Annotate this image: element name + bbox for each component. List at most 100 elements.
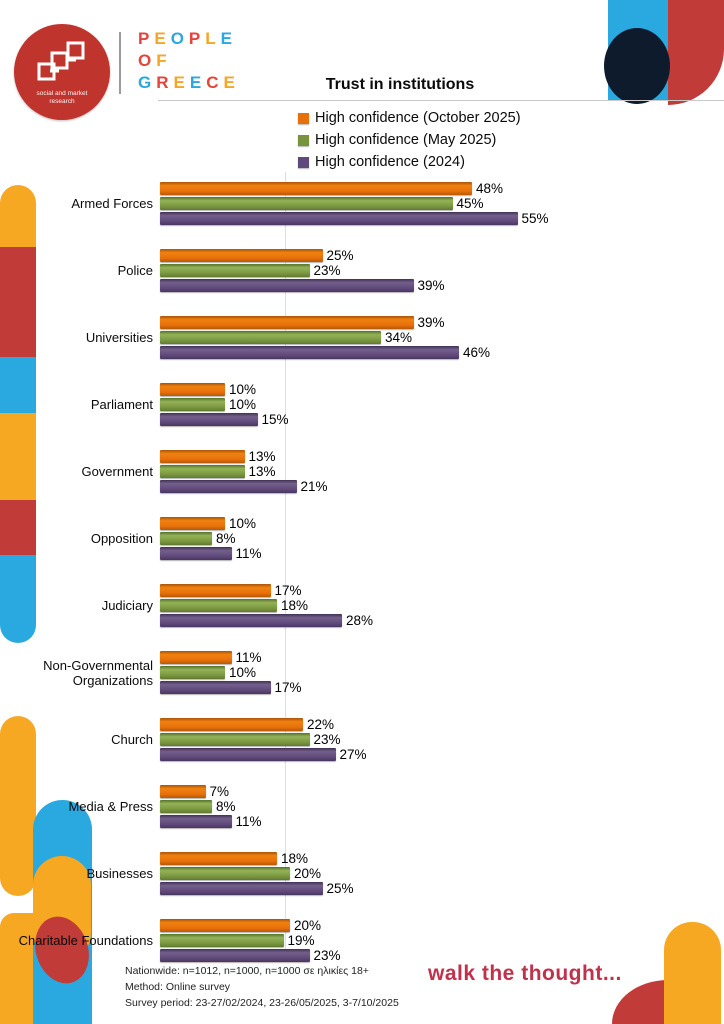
bar-series-0 xyxy=(160,182,472,195)
survey-note-method: Method: Online survey xyxy=(125,981,231,993)
category-label: Police xyxy=(117,263,153,278)
brand-letter: E xyxy=(223,73,237,92)
left-strip-segment xyxy=(0,357,36,413)
bar-series-0 xyxy=(160,383,225,396)
bar-value-label: 28% xyxy=(346,613,374,628)
top-right-red-shape xyxy=(668,0,724,105)
bar-series-0 xyxy=(160,651,232,664)
bar-value-label: 10% xyxy=(229,665,257,680)
survey-note-sample: Nationwide: n=1012, n=1000, n=1000 σε ηλ… xyxy=(125,965,369,977)
bar-series-2 xyxy=(160,212,518,225)
bar-row: 11% xyxy=(160,814,724,829)
bar-row: 20% xyxy=(160,866,724,881)
bar-value-label: 22% xyxy=(307,717,335,732)
bar-row: 39% xyxy=(160,315,724,330)
bar-value-label: 10% xyxy=(229,516,257,531)
bar-value-label: 20% xyxy=(294,918,322,933)
bar-value-label: 13% xyxy=(248,464,276,479)
logo-brand-divider xyxy=(119,32,121,94)
bar-series-2 xyxy=(160,882,323,895)
chart-group: Charitable Foundations 20% 19% 23% xyxy=(0,907,724,974)
bar-value-label: 25% xyxy=(326,248,354,263)
bar-group: 22% 23% 27% xyxy=(160,706,724,773)
bar-value-label: 11% xyxy=(235,546,262,561)
brand-letter: E xyxy=(173,73,187,92)
bar-series-0 xyxy=(160,584,271,597)
bar-series-0 xyxy=(160,249,323,262)
bar-value-label: 17% xyxy=(274,680,302,695)
bar-row: 17% xyxy=(160,583,724,598)
bar-chart: Armed Forces 48% 45% 55% Police 25% 23% 39% Univ… xyxy=(0,170,724,974)
bar-row: 46% xyxy=(160,345,724,360)
bar-row: 27% xyxy=(160,747,724,762)
bar-row: 25% xyxy=(160,248,724,263)
category-label: Businesses xyxy=(86,866,153,881)
bar-series-2 xyxy=(160,815,232,828)
bar-value-label: 39% xyxy=(417,278,445,293)
company-logo: social and market research xyxy=(14,24,110,120)
bar-series-2 xyxy=(160,413,258,426)
bar-series-0 xyxy=(160,450,245,463)
chart-legend: High confidence (October 2025) High confi… xyxy=(298,107,521,173)
bar-row: 17% xyxy=(160,680,724,695)
survey-notes: Nationwide: n=1012, n=1000, n=1000 σε ηλ… xyxy=(125,963,399,1011)
bar-row: 20% xyxy=(160,918,724,933)
bar-row: 11% xyxy=(160,650,724,665)
brand-letter: P xyxy=(138,29,152,48)
category-label: Non-Governmental Organizations xyxy=(43,657,153,688)
legend-swatch xyxy=(298,156,309,168)
category-label: Armed Forces xyxy=(71,196,153,211)
brand-letter: R xyxy=(156,73,171,92)
logo-subtext: social and market research xyxy=(36,90,88,105)
bar-series-0 xyxy=(160,517,225,530)
bar-series-0 xyxy=(160,718,303,731)
bar-series-0 xyxy=(160,785,206,798)
category-label: Parliament xyxy=(90,397,153,412)
brand-letter: E xyxy=(154,29,168,48)
bar-value-label: 10% xyxy=(229,382,257,397)
bar-row: 23% xyxy=(160,263,724,278)
bar-row: 18% xyxy=(160,598,724,613)
legend-item: High confidence (May 2025) xyxy=(298,129,521,151)
bar-row: 10% xyxy=(160,382,724,397)
bar-value-label: 25% xyxy=(326,881,354,896)
bar-value-label: 19% xyxy=(287,933,315,948)
chart-group: Police 25% 23% 39% xyxy=(0,237,724,304)
bar-value-label: 18% xyxy=(281,598,309,613)
bar-value-label: 46% xyxy=(463,345,491,360)
left-decorative-strip xyxy=(0,185,36,643)
bar-value-label: 20% xyxy=(294,866,322,881)
bar-series-2 xyxy=(160,614,342,627)
category-label: Government xyxy=(81,464,153,479)
bar-row: 34% xyxy=(160,330,724,345)
brand-letter: P xyxy=(188,29,203,48)
bar-series-1 xyxy=(160,197,453,210)
bar-row: 13% xyxy=(160,449,724,464)
bar-row: 45% xyxy=(160,196,724,211)
legend-label: High confidence (May 2025) xyxy=(315,132,497,148)
bar-series-1 xyxy=(160,666,225,679)
bar-group: 18% 20% 25% xyxy=(160,840,724,907)
bar-value-label: 7% xyxy=(209,784,230,799)
bar-group: 7% 8% 11% xyxy=(160,773,724,840)
bar-row: 19% xyxy=(160,933,724,948)
bar-series-1 xyxy=(160,934,284,947)
bar-row: 25% xyxy=(160,881,724,896)
bar-row: 10% xyxy=(160,665,724,680)
bar-value-label: 27% xyxy=(339,747,367,762)
logo-glyph xyxy=(37,41,85,81)
category-label: Media & Press xyxy=(68,799,153,814)
bottom-left-orange-strip xyxy=(0,913,33,1024)
bottom-right-orange-pill xyxy=(664,922,721,1024)
bar-value-label: 11% xyxy=(235,650,262,665)
bar-row: 39% xyxy=(160,278,724,293)
legend-swatch xyxy=(298,112,309,124)
bar-value-label: 45% xyxy=(456,196,484,211)
chart-group: Government 13% 13% 21% xyxy=(0,438,724,505)
bar-series-0 xyxy=(160,316,414,329)
bar-value-label: 17% xyxy=(274,583,302,598)
